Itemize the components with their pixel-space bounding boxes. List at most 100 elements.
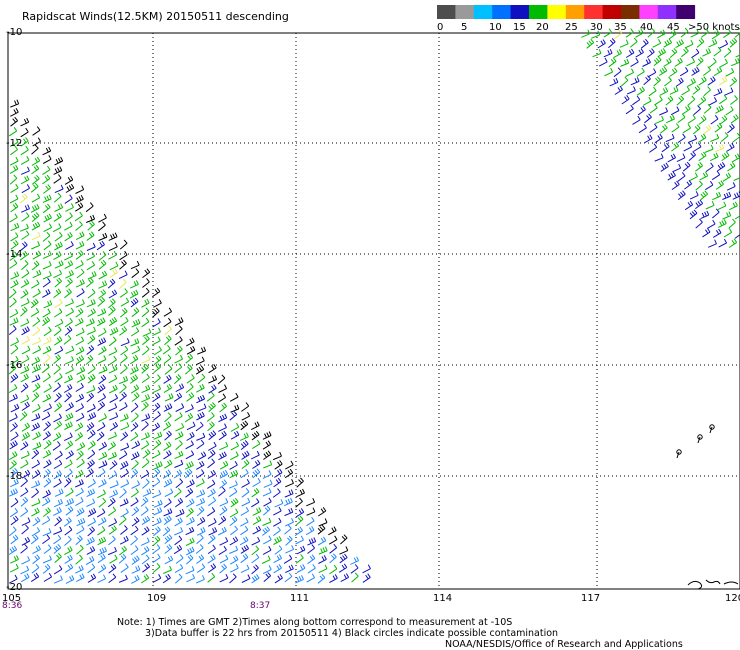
wind-barb bbox=[173, 374, 182, 385]
wind-barb bbox=[10, 534, 19, 545]
wind-barb bbox=[228, 480, 238, 489]
wind-barb bbox=[21, 230, 30, 240]
wind-barb bbox=[262, 505, 271, 516]
wind-barb bbox=[75, 497, 84, 507]
wind-barb bbox=[42, 316, 51, 327]
wind-barb bbox=[10, 222, 20, 232]
wind-barb bbox=[691, 48, 700, 59]
wind-barb bbox=[318, 507, 327, 517]
wind-barb bbox=[142, 449, 151, 459]
wind-barb bbox=[196, 534, 204, 545]
wind-barb bbox=[64, 563, 74, 573]
wind-barb bbox=[186, 498, 195, 508]
wind-barb bbox=[31, 279, 40, 289]
wind-barb bbox=[119, 250, 128, 261]
wind-barb bbox=[10, 555, 19, 564]
time-label: 8:37 bbox=[250, 601, 270, 611]
wind-barb bbox=[720, 132, 729, 142]
wind-barb bbox=[76, 507, 85, 517]
wind-barb bbox=[131, 412, 139, 423]
wind-barb bbox=[31, 527, 41, 537]
wind-barb bbox=[141, 458, 150, 469]
wind-barb bbox=[597, 39, 606, 49]
wind-barb bbox=[131, 480, 141, 489]
wind-barb bbox=[54, 392, 62, 403]
wind-barb bbox=[52, 223, 62, 233]
wind-barb bbox=[306, 507, 316, 516]
wind-barb bbox=[108, 355, 117, 366]
wind-barb bbox=[53, 575, 63, 584]
wind-barb bbox=[152, 410, 161, 421]
wind-barb bbox=[75, 336, 85, 346]
wind-barb bbox=[295, 515, 304, 526]
wind-barb bbox=[175, 422, 185, 432]
wind-barb bbox=[8, 325, 17, 335]
wind-barb bbox=[20, 145, 29, 156]
wind-barb bbox=[41, 411, 51, 421]
latitude-label: -16 bbox=[6, 360, 22, 371]
wind-barb bbox=[695, 161, 703, 172]
wind-barb bbox=[9, 488, 18, 497]
wind-barb bbox=[10, 202, 19, 213]
wind-barb bbox=[54, 373, 63, 383]
wind-barb bbox=[86, 536, 95, 546]
wind-barb bbox=[131, 392, 140, 402]
wind-barb bbox=[671, 123, 680, 133]
wind-barb bbox=[207, 507, 216, 517]
wind-barb bbox=[108, 232, 118, 241]
wind-barb bbox=[74, 422, 84, 432]
wind-barb bbox=[652, 39, 662, 48]
wind-barb bbox=[151, 422, 161, 432]
wind-barb bbox=[53, 507, 62, 516]
wind-barb bbox=[251, 564, 259, 575]
wind-barb bbox=[130, 468, 139, 479]
wind-barb bbox=[64, 468, 73, 479]
wind-barb bbox=[74, 432, 84, 442]
time-label: 8:36 bbox=[2, 601, 22, 611]
wind-barb bbox=[20, 166, 30, 175]
wind-barb bbox=[42, 174, 51, 185]
legend-label: 30 bbox=[590, 22, 603, 33]
wind-barb bbox=[9, 440, 18, 450]
wind-barb bbox=[153, 499, 163, 508]
wind-barb bbox=[30, 534, 39, 545]
wind-barb bbox=[152, 336, 161, 346]
wind-barb bbox=[250, 450, 260, 460]
wind-barb bbox=[640, 38, 649, 49]
wind-barb bbox=[684, 39, 694, 49]
wind-barb bbox=[340, 573, 350, 583]
wind-barb bbox=[75, 355, 85, 365]
wind-barb bbox=[307, 564, 316, 574]
wind-barb bbox=[702, 48, 711, 57]
wind-barb bbox=[31, 507, 40, 517]
wind-barb bbox=[53, 526, 63, 535]
wind-barb bbox=[42, 336, 52, 345]
wind-barb bbox=[339, 546, 349, 555]
wind-barb bbox=[625, 68, 635, 77]
wind-barb bbox=[119, 239, 128, 250]
wind-barb bbox=[175, 403, 185, 412]
wind-barb bbox=[21, 335, 30, 345]
wind-barb bbox=[273, 477, 282, 488]
wind-barb bbox=[108, 365, 118, 374]
wind-barb bbox=[306, 497, 316, 507]
wind-barb bbox=[723, 47, 732, 58]
wind-barb bbox=[208, 496, 217, 507]
wind-barb bbox=[174, 431, 184, 440]
wind-barb bbox=[229, 460, 238, 470]
wind-barb bbox=[625, 104, 634, 115]
wind-barb bbox=[131, 440, 141, 450]
wind-barb bbox=[713, 67, 723, 77]
wind-barb bbox=[677, 172, 686, 182]
contamination-barb bbox=[697, 436, 701, 444]
wind-barb bbox=[20, 394, 30, 404]
wind-barb bbox=[31, 498, 41, 507]
coastline-path bbox=[687, 579, 739, 590]
wind-barb bbox=[723, 228, 733, 238]
wind-barb bbox=[729, 37, 738, 48]
wind-barb bbox=[141, 515, 151, 526]
wind-barb bbox=[250, 421, 260, 431]
wind-barb bbox=[85, 354, 94, 365]
legend-label: 10 bbox=[489, 22, 502, 33]
wind-barb bbox=[98, 497, 107, 508]
